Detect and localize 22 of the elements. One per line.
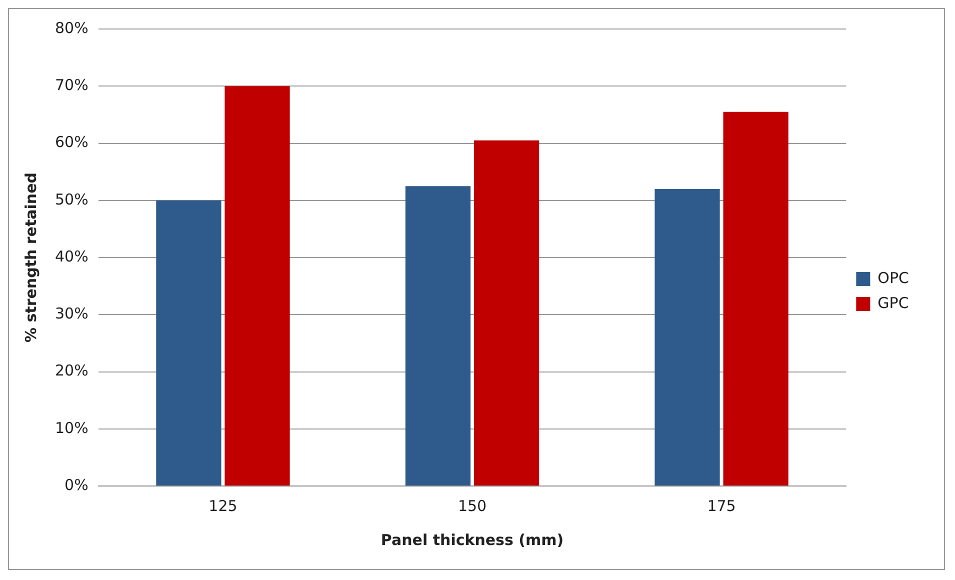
y-tick-label: 0% [64,476,88,494]
bar [405,186,471,486]
y-tick-label: 10% [54,418,88,437]
bar [156,200,222,486]
x-tick-label: 125 [208,496,238,515]
y-axis-title: % strength retained [22,172,40,343]
legend-label: GPC [878,294,909,312]
x-tick-label: 175 [707,496,736,515]
bar [654,188,720,486]
y-tick-label: 60% [54,133,88,152]
y-tick-label: 20% [54,362,88,380]
x-axis-title: Panel thickness (mm) [380,530,564,549]
bar [224,86,290,486]
y-tick-label: 40% [54,247,88,266]
y-tick-label: 50% [54,190,88,208]
bar [723,112,788,486]
bar [474,140,540,486]
legend-label: OPC [878,268,909,287]
x-tick-label: 150 [458,496,487,515]
y-tick-label: 70% [54,76,88,94]
y-tick-label: 80% [54,18,88,37]
y-tick-label: 30% [54,304,88,323]
